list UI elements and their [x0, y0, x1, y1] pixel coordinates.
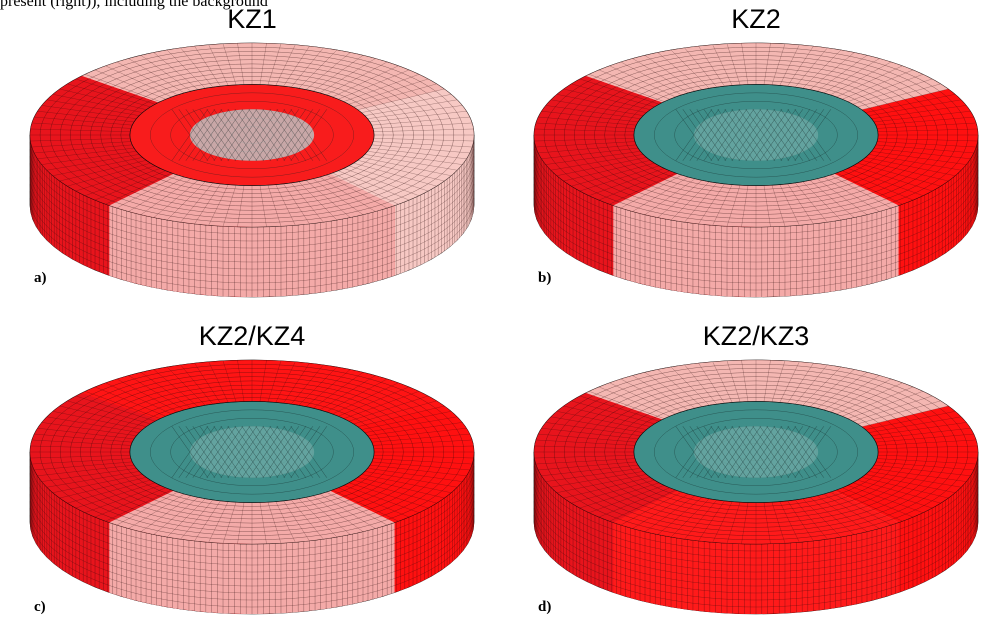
- side-right: [394, 452, 474, 593]
- caption-fragment: present (right)), including the backgrou…: [0, 0, 268, 10]
- panel-title: KZ2/KZ3: [702, 321, 810, 351]
- panel-letter: d): [538, 599, 552, 615]
- panel-letter: a): [34, 270, 47, 286]
- side-mesh-horizontals: [29, 458, 475, 608]
- core-crosshatch: [675, 426, 832, 478]
- disc-mesh: [533, 42, 979, 298]
- core-crosshatch: [171, 426, 328, 478]
- core-zone: [693, 426, 819, 478]
- disc-mesh: [29, 42, 475, 298]
- side-mesh-horizontals: [533, 458, 979, 608]
- panel-title: KZ2/KZ4: [198, 321, 306, 351]
- core-zone: [693, 109, 819, 161]
- panel-title: KZ2: [731, 4, 781, 34]
- side-mesh-horizontals: [29, 141, 475, 291]
- core-zone: [189, 109, 315, 161]
- panel-c: KZ2/KZ4 c): [0, 317, 504, 634]
- core-crosshatch: [675, 109, 832, 161]
- side-right: [898, 135, 978, 276]
- side-mesh-horizontals: [533, 141, 979, 291]
- panel-letter: c): [34, 599, 46, 615]
- core-zone: [189, 426, 315, 478]
- panel-letter: b): [538, 270, 552, 286]
- core-crosshatch: [171, 109, 328, 161]
- panel-d: KZ2/KZ3 d): [504, 317, 1008, 634]
- disc-mesh: [29, 359, 475, 615]
- side-right: [898, 452, 978, 593]
- side-right: [394, 135, 474, 276]
- panel-a: KZ1 a): [0, 0, 504, 317]
- panel-title: KZ1: [227, 4, 277, 34]
- panel-b: KZ2 b): [504, 0, 1008, 317]
- disc-mesh: [533, 359, 979, 615]
